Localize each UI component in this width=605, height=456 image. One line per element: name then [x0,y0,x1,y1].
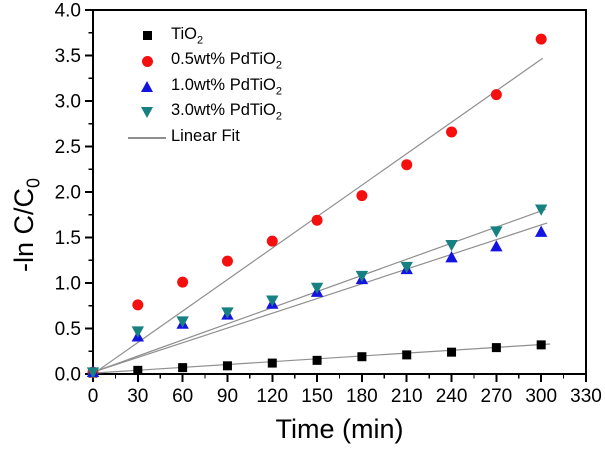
legend-label-sub: 2 [275,110,282,123]
x-tick-label: 120 [256,386,288,407]
x-tick-label: 150 [301,386,333,407]
triangle-up-marker-icon [141,81,153,93]
data-point [312,355,322,365]
data-point [176,316,189,328]
legend-label-text: 3.0wt% PdTiO [171,101,276,120]
data-point [534,204,548,216]
data-point [534,225,548,237]
line-marker-icon [128,137,166,139]
data-point [221,255,233,267]
data-point [311,214,323,226]
data-point [445,239,458,252]
y-tick-label: 1.0 [55,274,81,295]
data-point [445,251,458,263]
data-point [490,240,503,252]
x-tick-label: 300 [525,386,557,407]
legend-label-sub: 2 [275,84,282,97]
x-tick-label: 210 [391,386,423,407]
x-tick-label: 60 [172,386,193,407]
legend-item-linear-fit: Linear Fit [128,125,282,151]
legend-label-sub: 2 [196,33,204,46]
y-tick-label: 0.0 [55,365,81,386]
data-point [178,363,188,373]
data-point [402,350,412,360]
data-point [86,367,100,379]
legend-label-tio2: TiO2 [171,24,204,46]
legend-marker-cell [128,81,166,93]
data-point [355,270,369,283]
legend-marker-cell [128,55,166,67]
y-tick-label: 1.5 [55,228,81,249]
x-tick-label: 0 [88,386,99,407]
legend-marker-cell [128,137,166,139]
x-tick-label: 240 [436,386,468,407]
legend-label-10wt: 1.0wt% PdTiO2 [171,75,282,97]
x-tick-label: 180 [346,386,378,407]
data-point [133,365,143,375]
square-marker-icon [142,31,152,41]
legend-label-sub: 2 [275,59,282,72]
data-point [131,326,145,338]
data-point [132,299,144,311]
data-point [221,307,234,319]
y-tick-label: 3.5 [55,46,81,67]
data-point [490,89,502,101]
y-axis-title-text: -ln C/C [9,188,39,273]
data-point [266,235,278,247]
data-point [447,347,457,357]
legend-label-30wt: 3.0wt% PdTiO2 [171,102,282,122]
legend-item-05wt-pdtio2: 0.5wt% PdTiO2 [128,49,282,75]
legend-item-tio2: TiO2 [128,23,282,49]
data-point [267,358,277,368]
legend-label-text: 1.0wt% PdTiO [171,75,276,94]
plot-frame [92,9,587,375]
data-point [535,33,547,45]
y-tick-label: 2.0 [55,183,81,204]
legend-label-text: Linear Fit [171,126,240,145]
legend-label-05wt: 0.5wt% PdTiO2 [171,51,282,71]
data-point [446,126,458,138]
circle-marker-icon [141,55,153,67]
triangle-down-marker-icon [141,106,153,118]
legend-marker-cell [128,106,166,118]
y-tick-label: 0.5 [55,319,81,340]
y-tick-label: 4.0 [55,1,81,22]
data-point [490,226,503,238]
legend: TiO2 0.5wt% PdTiO2 1.0wt% PdTiO2 3.0wt% … [128,23,282,151]
legend-label-text: 0.5wt% PdTiO [171,50,276,69]
legend-item-10wt-pdtio2: 1.0wt% PdTiO2 [128,74,282,100]
data-point [222,361,232,371]
legend-item-30wt-pdtio2: 3.0wt% PdTiO2 [128,100,282,126]
y-tick-label: 3.0 [55,92,81,113]
y-axis-title-sub: 0 [23,177,44,188]
data-point [177,276,189,288]
x-tick-label: 30 [127,386,148,407]
data-point [400,261,413,274]
linear-fit-line [92,222,548,373]
data-point [356,190,368,202]
y-axis-title: -ln C/C0 [9,115,43,335]
data-point [310,282,324,295]
data-point [357,352,367,362]
data-point [401,159,413,171]
x-tick-label: 330 [570,386,602,407]
x-tick-label: 90 [217,386,238,407]
data-point [266,295,279,307]
y-tick-label: 2.5 [55,137,81,158]
data-point [491,343,501,353]
legend-label-linear-fit: Linear Fit [171,126,240,148]
x-axis-title: Time (min) [275,414,404,444]
legend-marker-cell [128,31,166,41]
legend-label-text: TiO [171,24,197,43]
data-point [536,340,546,350]
x-tick-label: 270 [481,386,513,407]
